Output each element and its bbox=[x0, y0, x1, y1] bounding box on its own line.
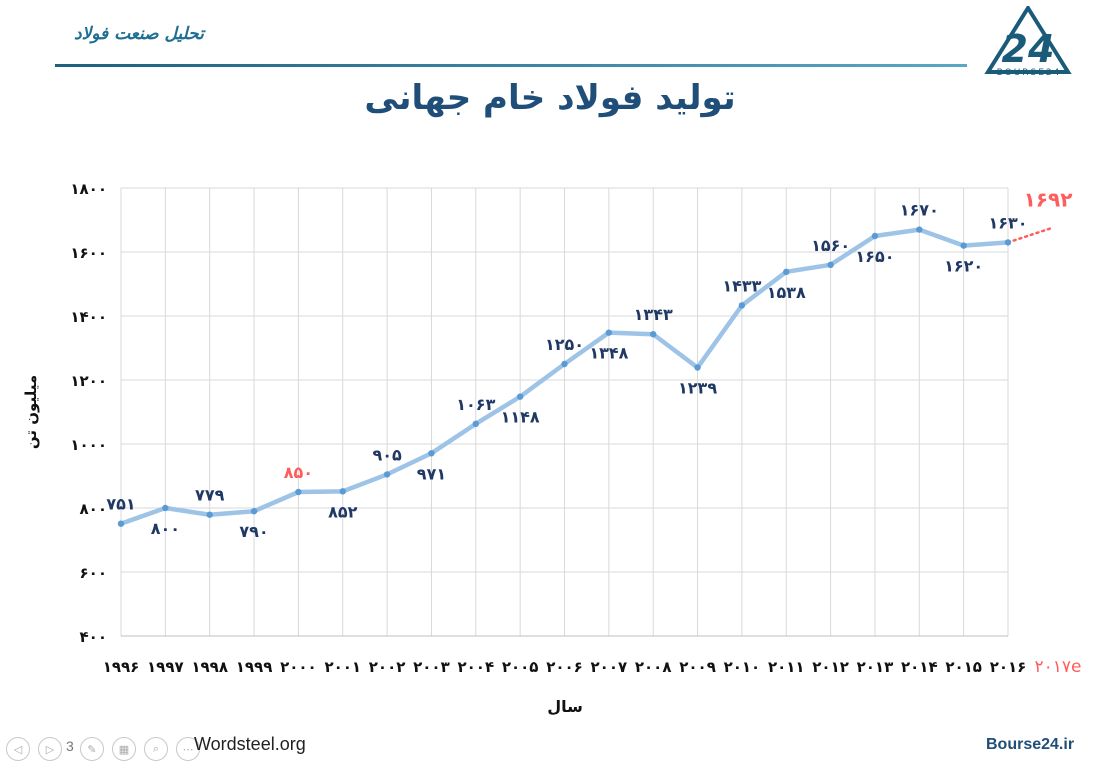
x-tick-label-forecast: ۲۰۱۷e bbox=[1035, 657, 1082, 677]
x-tick-label: ۲۰۱۵ bbox=[945, 658, 982, 676]
data-point bbox=[472, 420, 479, 428]
data-point bbox=[960, 242, 967, 249]
data-label: ۸۵۲ bbox=[328, 502, 358, 521]
data-label: ۸۰۰ bbox=[151, 519, 180, 538]
x-tick-label: ۲۰۱۰ bbox=[724, 658, 761, 676]
data-point bbox=[162, 504, 169, 512]
x-tick-label: ۲۰۱۱ bbox=[768, 658, 805, 676]
site-url: Bourse24.ir bbox=[986, 736, 1075, 753]
data-label: ۱۳۴۳ bbox=[634, 305, 673, 324]
data-point bbox=[605, 329, 613, 336]
data-point bbox=[738, 302, 746, 309]
data-point bbox=[516, 393, 524, 400]
slide-tools: ✎ ▦ ⌕ ⋯ bbox=[80, 736, 200, 762]
data-point bbox=[250, 508, 258, 515]
x-tick-label: ۲۰۰۹ bbox=[679, 658, 716, 676]
data-point bbox=[694, 364, 701, 371]
data-label: ۷۵۱ bbox=[106, 495, 135, 514]
pen-icon[interactable]: ✎ bbox=[80, 737, 104, 761]
data-point bbox=[827, 261, 834, 268]
zoom-icon[interactable]: ⌕ bbox=[144, 737, 168, 761]
data-label: ۱۶۷۰ bbox=[900, 201, 939, 220]
x-tick-label: ۲۰۰۵ bbox=[502, 658, 539, 676]
forecast-line bbox=[1006, 227, 1052, 244]
logo-text: BOURSE24 bbox=[996, 68, 1062, 78]
x-tick-label: ۲۰۰۱ bbox=[324, 658, 361, 676]
data-label: ۱۲۵۰ bbox=[545, 335, 584, 354]
data-label: ۸۵۰ bbox=[284, 463, 313, 482]
y-tick-label: ۸۰۰ bbox=[80, 500, 107, 518]
data-label: ۱۶۲۰ bbox=[944, 257, 983, 276]
x-tick-label: ۲۰۰۸ bbox=[635, 658, 672, 676]
x-tick-label: ۱۹۹۶ bbox=[103, 658, 140, 676]
y-axis-label: میلیون تن bbox=[22, 375, 40, 449]
x-tick-label: ۲۰۰۰ bbox=[280, 658, 317, 676]
y-tick-label: ۱۰۰۰ bbox=[70, 436, 107, 454]
x-tick-label: ۱۹۹۷ bbox=[147, 658, 184, 676]
bourse24-logo: 24 bbox=[984, 6, 1072, 74]
x-tick-label: ۲۰۰۳ bbox=[413, 658, 450, 676]
data-point bbox=[383, 471, 391, 478]
x-tick-label: ۲۰۱۳ bbox=[857, 658, 894, 676]
x-tick-label: ۲۰۰۴ bbox=[457, 658, 494, 676]
y-tick-label: ۱۴۰۰ bbox=[70, 308, 107, 326]
data-label: ۹۰۵ bbox=[372, 445, 402, 464]
data-point bbox=[783, 268, 790, 276]
next-slide-icon[interactable]: ▷ bbox=[38, 737, 62, 761]
data-point bbox=[206, 511, 213, 518]
data-label: ۱۶۵۰ bbox=[855, 247, 894, 266]
x-tick-label: ۲۰۱۲ bbox=[812, 658, 849, 676]
data-point bbox=[295, 488, 302, 496]
y-tick-label: ۶۰۰ bbox=[80, 564, 107, 582]
source-text: Wordsteel.org bbox=[194, 734, 306, 754]
y-tick-label: ۴۰۰ bbox=[80, 628, 107, 646]
data-label: ۱۵۶۰ bbox=[811, 236, 850, 255]
data-point bbox=[650, 331, 657, 338]
data-label: ۱۴۳۳ bbox=[722, 276, 761, 295]
data-label: ۱۰۶۳ bbox=[456, 395, 495, 414]
y-tick-label: ۱۶۰۰ bbox=[70, 244, 107, 262]
x-tick-label: ۲۰۰۷ bbox=[591, 658, 628, 676]
page-number: 3 bbox=[66, 738, 74, 754]
x-tick-label: ۱۹۹۹ bbox=[236, 658, 273, 676]
x-axis-label: سال bbox=[547, 697, 583, 716]
data-point bbox=[428, 450, 435, 457]
data-point bbox=[1004, 239, 1012, 246]
data-point bbox=[561, 360, 568, 368]
data-label: ۹۷۱ bbox=[417, 464, 446, 483]
data-label: ۱۶۳۰ bbox=[988, 213, 1027, 232]
data-point bbox=[871, 232, 879, 240]
previous-slide-icon[interactable]: ◁ bbox=[6, 737, 30, 761]
data-label: ۱۳۴۸ bbox=[589, 344, 628, 363]
data-label: ۷۹۰ bbox=[239, 522, 268, 541]
x-tick-label: ۲۰۰۶ bbox=[546, 658, 583, 676]
data-label: ۱۱۴۸ bbox=[501, 408, 540, 427]
data-label: ۷۷۹ bbox=[195, 486, 225, 505]
data-label: ۱۵۳۸ bbox=[767, 283, 806, 302]
data-point bbox=[916, 226, 923, 233]
section-title: تحلیل صنعت فولاد bbox=[74, 24, 204, 44]
header-divider bbox=[55, 64, 967, 67]
x-tick-label: ۲۰۰۲ bbox=[369, 658, 406, 676]
x-tick-label: ۲۰۱۶ bbox=[990, 658, 1027, 676]
svg-text:24: 24 bbox=[1002, 27, 1055, 71]
data-label: ۱۲۳۹ bbox=[678, 379, 717, 398]
slides-grid-icon[interactable]: ▦ bbox=[112, 737, 136, 761]
x-tick-label: ۲۰۱۴ bbox=[901, 658, 938, 676]
data-point bbox=[117, 520, 125, 527]
data-point bbox=[339, 488, 346, 495]
chart-title: تولید فولاد خام جهانی bbox=[364, 78, 736, 118]
x-tick-label: ۱۹۹۸ bbox=[191, 658, 228, 676]
slide-controls: ◁ ▷ bbox=[6, 736, 62, 762]
y-tick-label: ۱۲۰۰ bbox=[70, 372, 107, 390]
more-options-icon[interactable]: ⋯ bbox=[176, 737, 200, 761]
forecast-label: ۱۶۹۲ bbox=[1024, 188, 1073, 212]
y-tick-label: ۱۸۰۰ bbox=[70, 180, 107, 198]
